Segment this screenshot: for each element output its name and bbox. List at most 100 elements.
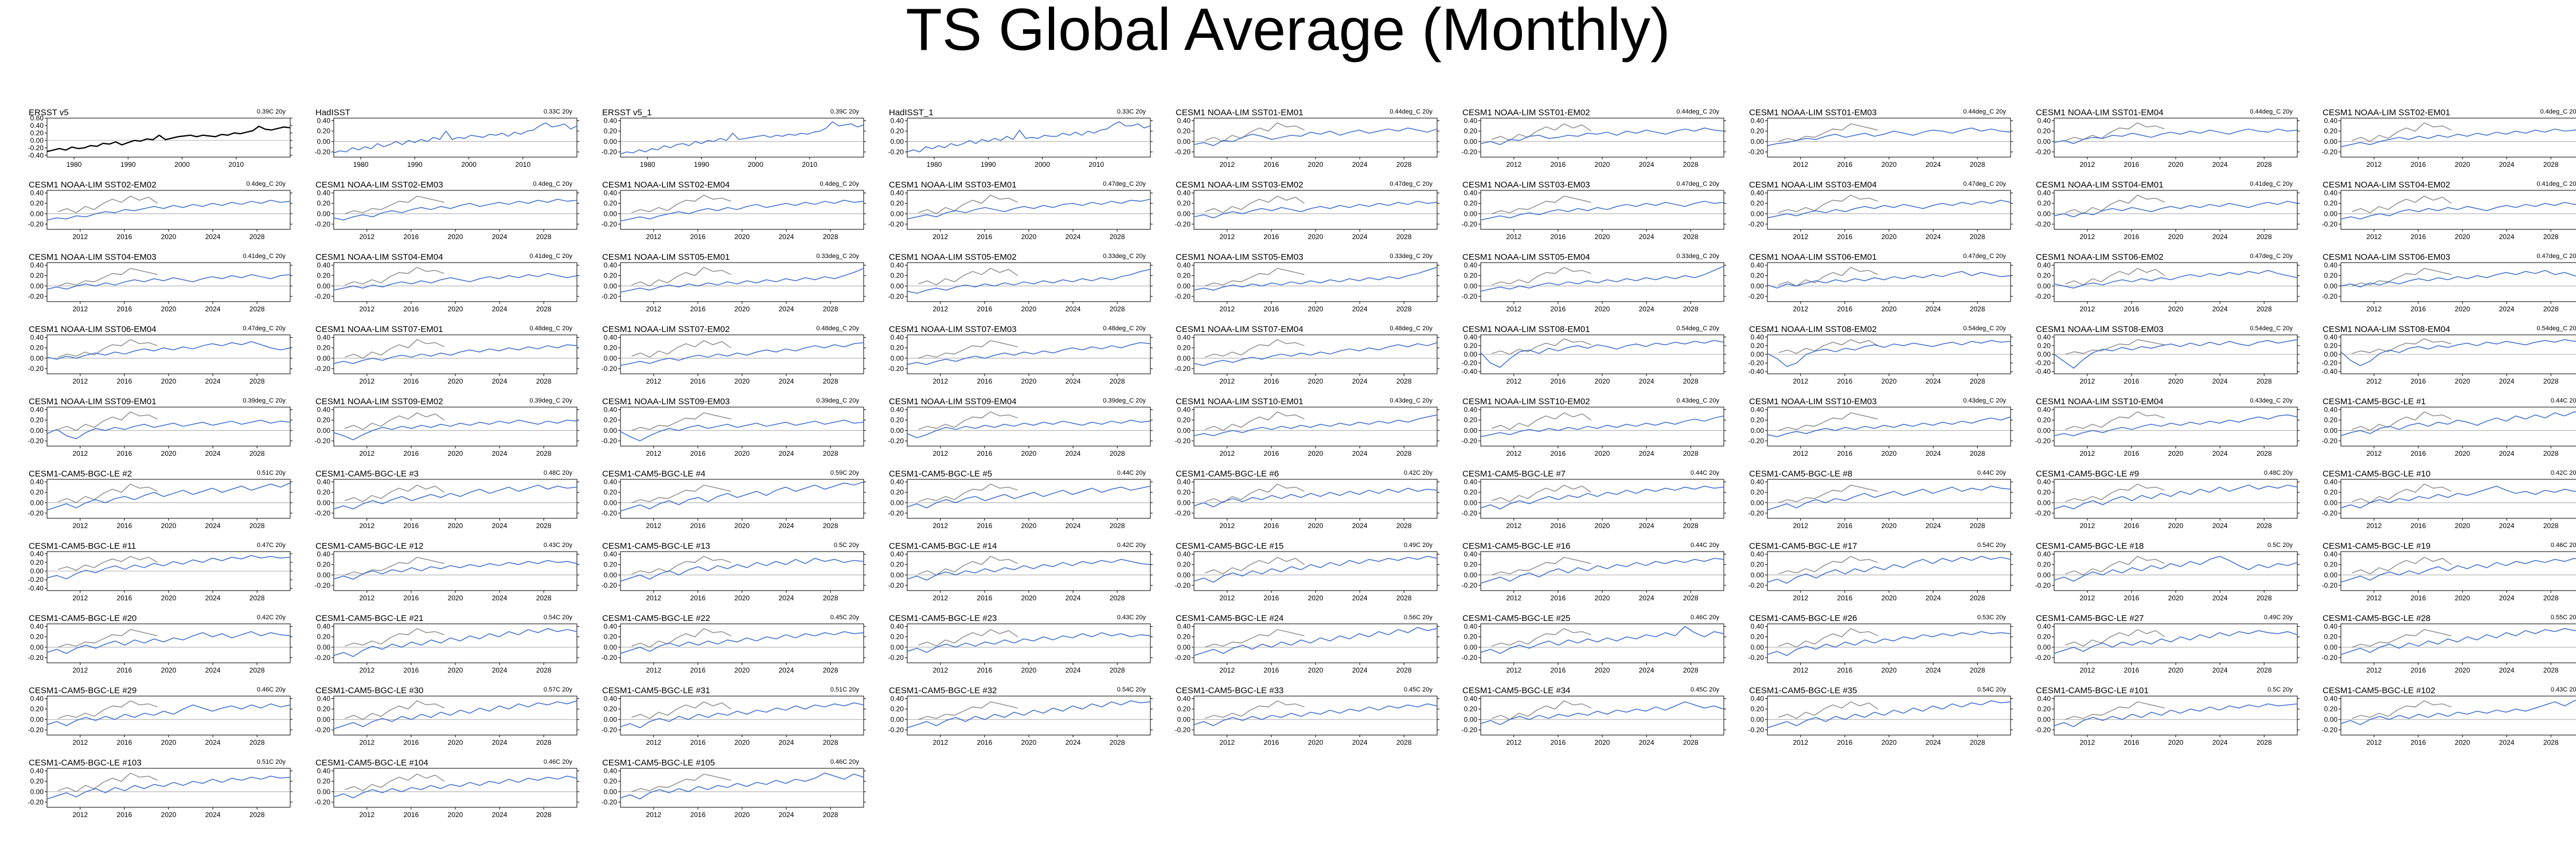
x-tick-label: 2012 (1506, 305, 1521, 313)
y-tick-label: 0.20 (2324, 416, 2338, 424)
y-tick-label: 0.40 (2324, 478, 2338, 486)
y-tick-label: 0.20 (891, 344, 904, 352)
x-tick-label: 2028 (1970, 594, 1985, 602)
panel-plot: 0.40 0.20 0.00 -0.20 2012 2016 2020 2024 2028 (28, 189, 292, 241)
x-tick-label: 2020 (1308, 161, 1324, 169)
x-tick-label: 2020 (735, 305, 750, 313)
y-tick-label: 0.40 (1464, 117, 1478, 125)
x-tick-label: 2028 (536, 377, 552, 385)
chart-panel: CESM1 NOAA-LIM SST01-EM04 0.44deg_C 20y 0.… (2030, 108, 2300, 175)
panel-title: CESM1-CAM5-BGC-LE #26 (1749, 614, 1857, 623)
x-tick-label: 2016 (2411, 233, 2426, 241)
panel-title: CESM1 NOAA-LIM SST10-EM03 (1749, 397, 1877, 407)
x-tick-label: 2028 (2543, 161, 2559, 169)
x-tick-label: 2028 (1683, 305, 1699, 313)
x-tick-label: 2016 (1551, 377, 1566, 385)
panel-plot: 0.40 0.20 0.00 -0.20 2012 2016 2020 2024 2028 (602, 334, 866, 385)
panel-title: CESM1-CAM5-BGC-LE #16 (1462, 541, 1571, 551)
y-tick-label: 0.20 (1751, 200, 1765, 208)
plot-frame (907, 623, 1151, 663)
x-tick-label: 2028 (823, 377, 838, 385)
x-tick-label: 2020 (448, 594, 463, 602)
x-tick-label: 2016 (117, 666, 132, 674)
panel-plot: 0.40 0.20 0.00 -0.20 2012 2016 2020 2024 2028 (1462, 406, 1726, 458)
panel-title: CESM1-CAM5-BGC-LE #21 (315, 614, 424, 623)
x-tick-label: 2028 (249, 666, 265, 674)
x-tick-label: 2020 (1021, 594, 1037, 602)
observed-series-line (1492, 123, 1592, 141)
y-tick-label: 0.00 (2324, 282, 2338, 290)
x-tick-label: 2024 (2212, 305, 2228, 313)
y-tick-label: 0.00 (30, 716, 44, 724)
x-tick-label: 2020 (161, 233, 177, 241)
y-tick-label: 0.40 (1177, 189, 1191, 197)
x-tick-label: 2016 (690, 450, 706, 458)
x-tick-label: 2016 (404, 450, 419, 458)
x-tick-label: 2012 (1506, 161, 1521, 169)
x-tick-label: 2028 (1970, 450, 1985, 458)
plot-frame (1767, 190, 2011, 230)
panel-subtitle: 0.44deg_C 20y (1390, 108, 1433, 115)
plot-frame (907, 407, 1151, 447)
panel-plot: 0.40 0.20 0.00 -0.20 2012 2016 2020 2024 2028 (2035, 406, 2300, 458)
y-tick-label: 0.00 (2038, 138, 2051, 146)
x-tick-label: 2020 (1021, 666, 1037, 674)
x-tick-label: 2012 (2079, 739, 2095, 747)
y-tick-label: -0.20 (2322, 292, 2338, 300)
panel-plot: 0.40 0.20 0.00 -0.20 1980 1990 2000 2010 (315, 117, 579, 169)
x-tick-label: 2012 (2079, 161, 2095, 169)
panel-title: CESM1-CAM5-BGC-LE #33 (1176, 686, 1284, 695)
y-tick-label: 0.40 (604, 189, 618, 197)
y-tick-label: 0.00 (604, 716, 618, 724)
panel-title: CESM1-CAM5-BGC-LE #105 (602, 758, 715, 768)
x-tick-label: 2020 (1882, 666, 1897, 674)
x-tick-label: 2012 (72, 739, 88, 747)
x-tick-label: 2016 (977, 450, 993, 458)
panel-subtitle: 0.54C 20y (1977, 542, 2006, 549)
observed-series-line (345, 557, 444, 576)
y-tick-label: -0.20 (1175, 220, 1191, 228)
y-tick-label: -0.20 (888, 726, 904, 734)
plot-frame (1193, 695, 1438, 736)
model-series-line (1193, 556, 1438, 583)
y-tick-label: -0.20 (1462, 726, 1478, 734)
observed-series-line (620, 121, 864, 155)
x-tick-label: 2024 (205, 233, 221, 241)
x-tick-label: 2012 (1506, 594, 1521, 602)
plot-frame (1480, 623, 1724, 663)
y-tick-label: 0.00 (891, 716, 904, 724)
model-series-line (46, 274, 291, 290)
x-tick-label: 2020 (448, 305, 463, 313)
y-tick-label: 0.40 (2324, 550, 2338, 558)
panel-plot: 0.40 0.20 0.00 -0.20 2012 2016 2020 2024 2028 (1175, 189, 1439, 241)
x-tick-label: 2024 (205, 594, 221, 602)
observed-series-line (1205, 700, 1305, 719)
chart-panel: CESM1 NOAA-LIM SST08-EM01 0.54deg_C 20y 0.… (1457, 325, 1726, 392)
x-tick-label: 2028 (1110, 739, 1125, 747)
x-tick-label: 2012 (1793, 522, 1808, 530)
x-tick-label: 2012 (359, 450, 374, 458)
y-tick-label: 0.00 (604, 427, 618, 435)
panel-title: CESM1 NOAA-LIM SST07-EM03 (889, 325, 1017, 334)
chart-panel: CESM1-CAM5-BGC-LE #3 0.48C 20y 0.40 0.20 0.0… (310, 469, 579, 537)
x-tick-label: 2028 (1970, 377, 1985, 385)
x-tick-label: 2024 (492, 739, 508, 747)
observed-series-line (2352, 122, 2452, 142)
panel-subtitle: 0.41deg_C 20y (529, 253, 572, 260)
panel-subtitle: 0.45C 20y (830, 614, 859, 621)
x-tick-label: 2024 (1352, 233, 1368, 241)
y-tick-label: 0.20 (1177, 200, 1191, 208)
x-tick-label: 2016 (1551, 305, 1566, 313)
model-series-line (1193, 627, 1438, 656)
x-tick-label: 2020 (1595, 305, 1610, 313)
y-tick-label: 0.40 (891, 117, 904, 125)
y-tick-label: 0.00 (30, 499, 44, 507)
y-tick-label: 0.40 (317, 189, 331, 197)
y-tick-label: -0.20 (1175, 581, 1191, 589)
chart-panel: CESM1-CAM5-BGC-LE #32 0.54C 20y 0.40 0.20 0.… (883, 686, 1153, 753)
chart-panel: CESM1 NOAA-LIM SST05-EM01 0.33deg_C 20y 0.… (596, 252, 866, 320)
y-tick-label: 0.20 (1464, 200, 1478, 208)
x-tick-label: 2020 (1595, 233, 1610, 241)
model-series-line (620, 772, 864, 800)
y-tick-label: 0.20 (2038, 561, 2051, 569)
